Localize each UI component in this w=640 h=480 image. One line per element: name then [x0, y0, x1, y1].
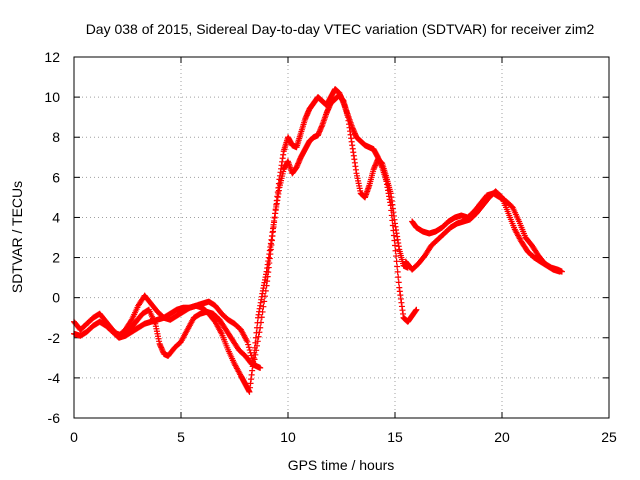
data-point: [392, 247, 399, 254]
data-point: [127, 317, 134, 324]
plot-frame: [73, 56, 610, 419]
data-point: [252, 334, 259, 341]
y-tick-label: 0: [52, 290, 60, 306]
y-tick-label: 12: [44, 49, 60, 65]
data-point: [244, 338, 251, 345]
data-point: [250, 354, 257, 361]
data-point: [556, 268, 563, 275]
series-trace-e: [402, 188, 563, 275]
data-point: [260, 303, 267, 310]
y-tick-label: 6: [52, 169, 60, 185]
data-point: [251, 349, 258, 356]
data-point: [393, 258, 400, 265]
data-point: [253, 329, 260, 336]
data-series: [71, 86, 565, 395]
data-point: [252, 339, 259, 346]
y-tick-label: 10: [44, 89, 60, 105]
data-point: [394, 263, 401, 270]
x-tick-label: 25: [601, 429, 617, 445]
x-tick-label: 20: [494, 429, 510, 445]
chart-title: Day 038 of 2015, Sidereal Day-to-day VTE…: [86, 21, 595, 37]
data-point: [245, 344, 252, 351]
y-tick-label: 4: [52, 209, 60, 225]
data-point: [253, 324, 260, 331]
data-point: [395, 279, 402, 286]
series-trace-a: [71, 86, 420, 367]
data-point: [254, 319, 261, 326]
data-point: [246, 347, 253, 354]
y-tick-label: 2: [52, 250, 60, 266]
y-tick-label: 8: [52, 129, 60, 145]
series-trace-c: [113, 306, 264, 371]
data-point: [413, 306, 420, 313]
y-tick-label: -2: [48, 330, 61, 346]
y-axis-label: SDTVAR / TECUs: [9, 181, 25, 293]
data-point: [391, 237, 398, 244]
axis-ticks: 0 5 10 15 20 25 -6 -4 -2 0 2 4 6 8 10 12: [44, 49, 617, 445]
x-tick-label: 0: [70, 429, 78, 445]
data-point: [251, 344, 258, 351]
y-tick-label: -4: [48, 370, 61, 386]
x-tick-label: 5: [177, 429, 185, 445]
data-point: [392, 242, 398, 249]
data-point: [245, 341, 252, 348]
grid: [74, 57, 609, 418]
x-tick-label: 15: [387, 429, 403, 445]
x-axis-label: GPS time / hours: [288, 457, 395, 473]
data-point: [257, 364, 264, 371]
data-point: [395, 274, 402, 281]
data-point: [394, 268, 401, 275]
y-tick-label: -6: [48, 410, 61, 426]
x-tick-label: 10: [280, 429, 296, 445]
data-point: [255, 333, 262, 340]
